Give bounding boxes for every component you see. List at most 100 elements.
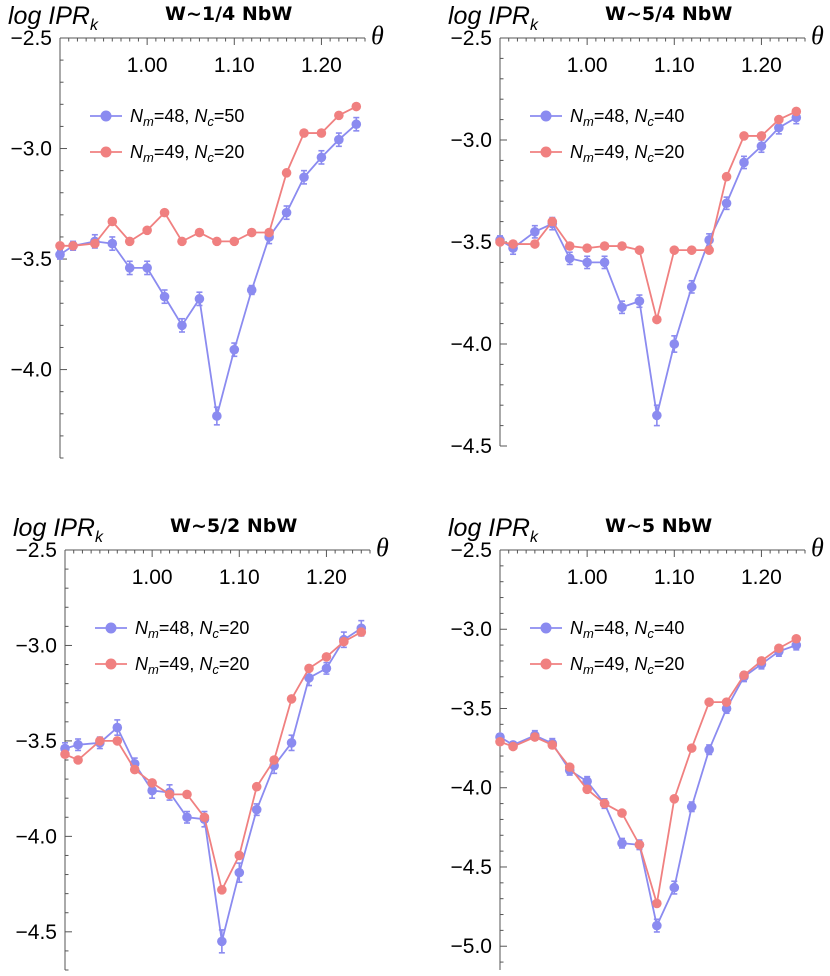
y-tick-label: −2.5 xyxy=(451,539,492,562)
data-point xyxy=(634,839,645,850)
data-point xyxy=(530,239,540,249)
x-tick-label: 1.00 xyxy=(132,566,173,589)
data-point xyxy=(316,128,327,138)
series-line xyxy=(499,637,797,904)
legend-marker xyxy=(100,110,112,122)
legend-sub: c xyxy=(212,662,219,677)
data-point xyxy=(159,207,170,218)
data-point xyxy=(634,245,645,255)
legend-n: N xyxy=(570,106,584,126)
data-point xyxy=(334,110,344,121)
y-tick-label: −3.5 xyxy=(16,730,57,753)
series-line xyxy=(499,644,797,929)
legend-sub: c xyxy=(207,150,214,165)
legend-sub: c xyxy=(647,626,654,641)
legend-sub: m xyxy=(148,662,159,677)
y-tick-label: −3.5 xyxy=(451,231,492,254)
legend-value: =20 xyxy=(654,654,685,674)
y-tick-label: −3.0 xyxy=(451,618,492,641)
data-point xyxy=(217,936,227,947)
legend-label: Nm=49, Nc=20 xyxy=(130,142,244,165)
data-point xyxy=(530,732,540,742)
y-tick-label: −4.0 xyxy=(16,825,57,848)
y-axis-label-subscript: k xyxy=(530,529,539,546)
x-axis-label: θ xyxy=(811,21,824,50)
data-point xyxy=(177,236,187,247)
legend-value: =48, xyxy=(154,106,195,126)
data-point xyxy=(286,738,297,748)
legend-sub: c xyxy=(647,114,654,129)
series-1 xyxy=(495,639,802,933)
data-point xyxy=(60,749,70,760)
y-tick-label: −3.0 xyxy=(11,138,52,161)
y-axis-label-subscript: k xyxy=(95,529,104,546)
chart-panel-3: 1.00 1.10 1.20 −2.5 −3.0 −3.5 −4.0 −4.5 log IPRk… xyxy=(13,514,389,971)
legend-value: =48, xyxy=(594,106,635,126)
legend-value: =48, xyxy=(594,618,635,638)
data-point xyxy=(669,882,680,893)
data-point xyxy=(774,643,784,654)
legend-n: N xyxy=(199,618,213,638)
legend-entry-2: Nm=49, Nc=20 xyxy=(530,654,684,677)
data-point xyxy=(582,776,592,787)
legend-n: N xyxy=(130,142,144,162)
legend-sub: c xyxy=(647,150,654,165)
y-tick-label: −2.5 xyxy=(16,539,57,562)
data-point xyxy=(299,172,309,183)
x-axis-label: θ xyxy=(371,21,384,50)
y-axis-label: log IPRk xyxy=(8,2,99,34)
data-point xyxy=(194,294,205,304)
data-point xyxy=(756,656,767,666)
data-point xyxy=(599,798,610,809)
legend-label: Nm=49, Nc=20 xyxy=(570,654,684,677)
legend-n: N xyxy=(634,654,648,674)
x-tick-label: 1.20 xyxy=(741,54,782,77)
legend-value: =49, xyxy=(159,654,200,674)
data-point xyxy=(142,225,152,236)
data-point xyxy=(508,239,518,249)
legend-value: =48, xyxy=(159,618,200,638)
data-point xyxy=(495,237,505,247)
legend-value: =50 xyxy=(214,106,245,126)
chart-title: W~5 NbW xyxy=(605,515,712,537)
data-point xyxy=(212,236,222,247)
data-point xyxy=(124,236,135,247)
data-point xyxy=(739,157,749,168)
data-point xyxy=(334,134,344,145)
legend-n: N xyxy=(199,654,213,674)
legend-sub: m xyxy=(143,150,154,165)
legend-sub: c xyxy=(647,662,654,677)
data-point xyxy=(246,227,257,238)
data-point xyxy=(564,241,575,251)
data-point xyxy=(107,216,118,227)
legend-sub: m xyxy=(148,626,159,641)
legend-value: =20 xyxy=(219,654,250,674)
data-point xyxy=(212,411,222,421)
legend-label: Nm=48, Nc=50 xyxy=(130,106,244,129)
data-point xyxy=(234,867,245,878)
data-point xyxy=(229,236,240,247)
legend-value: =49, xyxy=(594,654,635,674)
legend-marker xyxy=(540,658,552,670)
data-point xyxy=(147,778,157,788)
series-2 xyxy=(495,633,802,909)
data-point xyxy=(686,245,697,255)
y-tick-label: −4.0 xyxy=(451,333,492,356)
data-point xyxy=(704,245,714,255)
y-tick-label: −4.0 xyxy=(11,359,52,382)
x-tick-label: 1.00 xyxy=(567,566,608,589)
data-point xyxy=(669,245,680,255)
data-point xyxy=(652,314,662,325)
legend-sub: m xyxy=(583,150,594,165)
y-tick-label: −3.5 xyxy=(451,697,492,720)
data-point xyxy=(617,241,627,251)
chart-panel-2: 1.00 1.10 1.20 −2.5 −3.0 −3.5 −4.0 −4.5 log IPRk… xyxy=(448,2,824,458)
y-tick-label: −5.0 xyxy=(451,935,492,958)
data-point xyxy=(269,755,279,765)
series-2 xyxy=(60,627,367,895)
data-point xyxy=(617,302,627,313)
data-point xyxy=(321,652,332,662)
y-tick-label: −2.5 xyxy=(451,27,492,50)
data-point xyxy=(547,740,558,750)
